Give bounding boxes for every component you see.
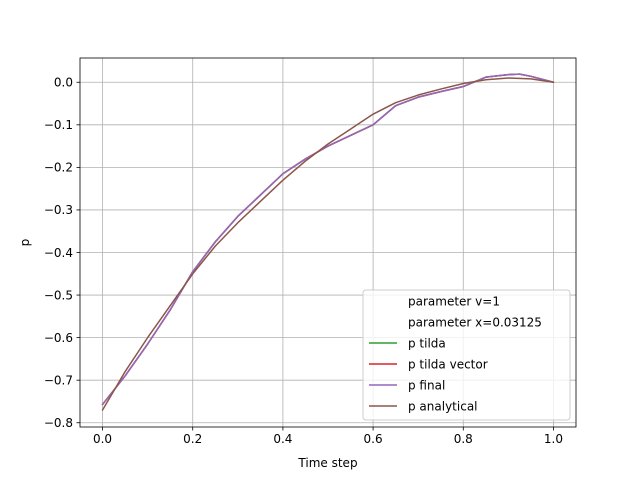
y-tick-label: −0.2 — [44, 161, 73, 175]
x-tick-label: 0.2 — [183, 432, 202, 446]
x-tick-label: 0.0 — [93, 432, 112, 446]
y-tick-label: −0.4 — [44, 246, 73, 260]
x-tick-label: 0.4 — [273, 432, 292, 446]
legend: parameter v=1 parameter x=0.03125 p tilda p… — [362, 289, 571, 421]
y-tick-label: −0.7 — [44, 373, 73, 387]
y-tick-label: −0.1 — [44, 118, 73, 132]
grid-lines — [80, 58, 576, 427]
legend-label: p tilda — [408, 336, 446, 350]
y-tick-label: −0.6 — [44, 331, 73, 345]
y-axis-label: p — [18, 239, 32, 247]
series-line-p-analytical — [101, 77, 555, 411]
x-tick-label: 1.0 — [544, 432, 563, 446]
legend-label: parameter x=0.03125 — [408, 315, 542, 329]
y-tick-label: −0.8 — [44, 416, 73, 430]
x-axis-label: Time step — [297, 456, 357, 470]
y-tick-label: 0.0 — [54, 76, 73, 90]
legend-label: p analytical — [408, 399, 478, 413]
legend-box — [362, 289, 571, 421]
x-tick-label: 0.6 — [364, 432, 383, 446]
plot-area-frame — [79, 57, 577, 428]
legend-label: p tilda vector — [408, 357, 488, 371]
x-tick-label: 0.8 — [454, 432, 473, 446]
legend-label: p final — [408, 378, 445, 392]
plot-series — [101, 73, 555, 411]
legend-label: parameter v=1 — [408, 294, 500, 308]
legend-items: parameter v=1 parameter x=0.03125 p tilda p… — [369, 294, 542, 413]
axis-ticks: 0.0 0.2 0.4 0.6 0.8 1.0 0.0 −0.1 −0.2 −0.3 −0.4 −0.… — [44, 76, 563, 446]
y-tick-label: −0.5 — [44, 288, 73, 302]
y-tick-label: −0.3 — [44, 203, 73, 217]
